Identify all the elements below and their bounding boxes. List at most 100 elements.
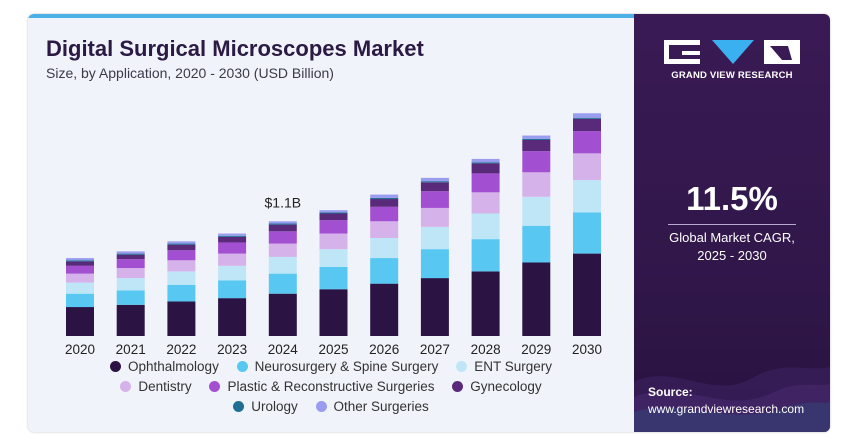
bar-segment-2022-6 [167, 243, 196, 245]
bar-segment-2022-2 [167, 271, 196, 285]
bar-segment-2020-1 [66, 293, 94, 308]
bar-segment-2028-7 [471, 158, 500, 163]
bar-segment-2021-2 [116, 278, 145, 291]
bar-segment-2023-0 [218, 298, 247, 336]
legend-label: Urology [251, 399, 298, 414]
legend-swatch [452, 381, 464, 392]
legend-label: Neurosurgery & Spine Surgery [254, 359, 439, 374]
bar-segment-2026-1 [370, 258, 399, 284]
chart-subtitle: Size, by Application, 2020 - 2030 (USD B… [46, 65, 334, 81]
bar-segment-2022-5 [167, 244, 196, 251]
divider [668, 224, 796, 225]
legend-label: Ophthalmology [128, 359, 219, 374]
bar-segment-2027-4 [420, 191, 449, 208]
x-tick-label: 2024 [268, 342, 299, 357]
x-tick-label: 2030 [572, 342, 602, 357]
bar-segment-2026-5 [370, 199, 399, 207]
bar-segment-2029-3 [522, 172, 551, 197]
x-tick-label: 2022 [166, 342, 196, 357]
legend-swatch [236, 361, 248, 372]
legend-swatch [315, 401, 327, 412]
bar-segment-2025-4 [319, 220, 348, 234]
bar-segment-2029-1 [522, 225, 551, 263]
bar-segment-2021-3 [116, 268, 145, 279]
bar-segment-2025-6 [319, 212, 348, 214]
grand-view-research-logo [664, 40, 800, 64]
bar-segment-2022-7 [167, 241, 196, 244]
bar-segment-2027-5 [420, 182, 449, 192]
legend-item-ent-surgery: ENT Surgery [456, 359, 552, 374]
legend-item-other-surgeries: Other Surgeries [315, 399, 429, 414]
bar-segment-2024-6 [268, 223, 297, 225]
bar-segment-2029-6 [522, 138, 551, 140]
bar-segment-2022-1 [167, 284, 196, 302]
bar-segment-2027-0 [420, 278, 449, 336]
bar-segment-2027-2 [420, 226, 449, 250]
bar-segment-2029-4 [522, 151, 551, 173]
bar-segment-2028-0 [471, 271, 500, 336]
legend-label: ENT Surgery [474, 359, 552, 374]
bar-segment-2028-3 [471, 192, 500, 214]
legend-row-1: Ophthalmology Neurosurgery & Spine Surge… [28, 359, 634, 374]
legend-swatch [456, 361, 468, 372]
cagr-value: 11.5% [686, 180, 778, 217]
bar-segment-2020-5 [66, 261, 94, 266]
bar-segment-2023-4 [218, 242, 247, 254]
bar-segment-2026-4 [370, 206, 399, 222]
legend-swatch [209, 381, 221, 392]
source-label: Source: [648, 385, 693, 399]
bar-segment-2026-0 [370, 283, 399, 336]
x-tick-label: 2021 [116, 342, 146, 357]
bar-segment-2026-2 [370, 238, 399, 259]
bar-segment-2026-6 [370, 197, 399, 200]
bar-segment-2028-2 [471, 213, 500, 240]
legend-item-urology: Urology [233, 399, 298, 414]
bar-segment-2022-3 [167, 260, 196, 272]
legend-swatch [120, 381, 132, 392]
x-tick-label: 2026 [369, 342, 399, 357]
chart-title: Digital Surgical Microscopes Market [46, 36, 424, 61]
x-tick-label: 2028 [471, 342, 501, 357]
decorative-waves [634, 367, 830, 432]
bar-segment-2020-3 [66, 273, 94, 283]
legend-label: Plastic & Reconstructive Surgeries [227, 379, 435, 394]
legend-label: Gynecology [470, 379, 542, 394]
chart-card: Digital Surgical Microscopes Market Size… [28, 14, 830, 432]
bar-segment-2030-0 [573, 253, 601, 336]
bar-segment-2021-1 [116, 290, 145, 305]
bar-segment-2026-3 [370, 221, 399, 238]
x-tick-label: 2020 [65, 342, 95, 357]
bar-segment-2027-1 [420, 249, 449, 279]
legend-row-2: Dentistry Plastic & Reconstructive Surge… [28, 379, 634, 394]
bar-segment-2022-4 [167, 250, 196, 261]
bar-segment-2025-2 [319, 249, 348, 267]
bar-segment-2023-2 [218, 265, 247, 281]
legend-item-dentistry: Dentistry [120, 379, 192, 394]
bar-segment-2024-7 [268, 221, 297, 224]
bar-segment-2028-6 [471, 162, 500, 164]
bar-segment-2030-5 [573, 118, 601, 132]
bar-segment-2025-7 [319, 210, 348, 213]
bar-segment-2027-6 [420, 181, 449, 183]
bar-segment-2021-7 [116, 251, 145, 254]
bar-segment-2029-5 [522, 140, 551, 152]
bar-segment-2029-0 [522, 262, 551, 336]
bar-segment-2027-7 [420, 177, 449, 182]
bar-segment-2021-4 [116, 259, 145, 269]
bar-segment-2020-7 [66, 258, 94, 261]
bar-segment-2022-0 [167, 301, 196, 336]
bar-segment-2023-1 [218, 280, 247, 299]
info-panel: GRAND VIEW RESEARCH 11.5% Global Market … [634, 14, 830, 432]
cagr-period: 2025 - 2030 [697, 248, 767, 263]
bar-segment-2023-3 [218, 253, 247, 266]
bar-segment-2020-6 [66, 260, 94, 262]
source-link[interactable]: www.grandviewresearch.com [648, 402, 805, 416]
bar-segment-2024-3 [268, 243, 297, 257]
bar-segment-2029-7 [522, 135, 551, 139]
bar-segment-2024-4 [268, 231, 297, 244]
bar-segment-2020-2 [66, 282, 94, 294]
bar-segment-2021-6 [116, 253, 145, 255]
bar-segment-2020-4 [66, 265, 94, 274]
bar-segment-2024-1 [268, 273, 297, 294]
bar-segment-2025-1 [319, 266, 348, 290]
